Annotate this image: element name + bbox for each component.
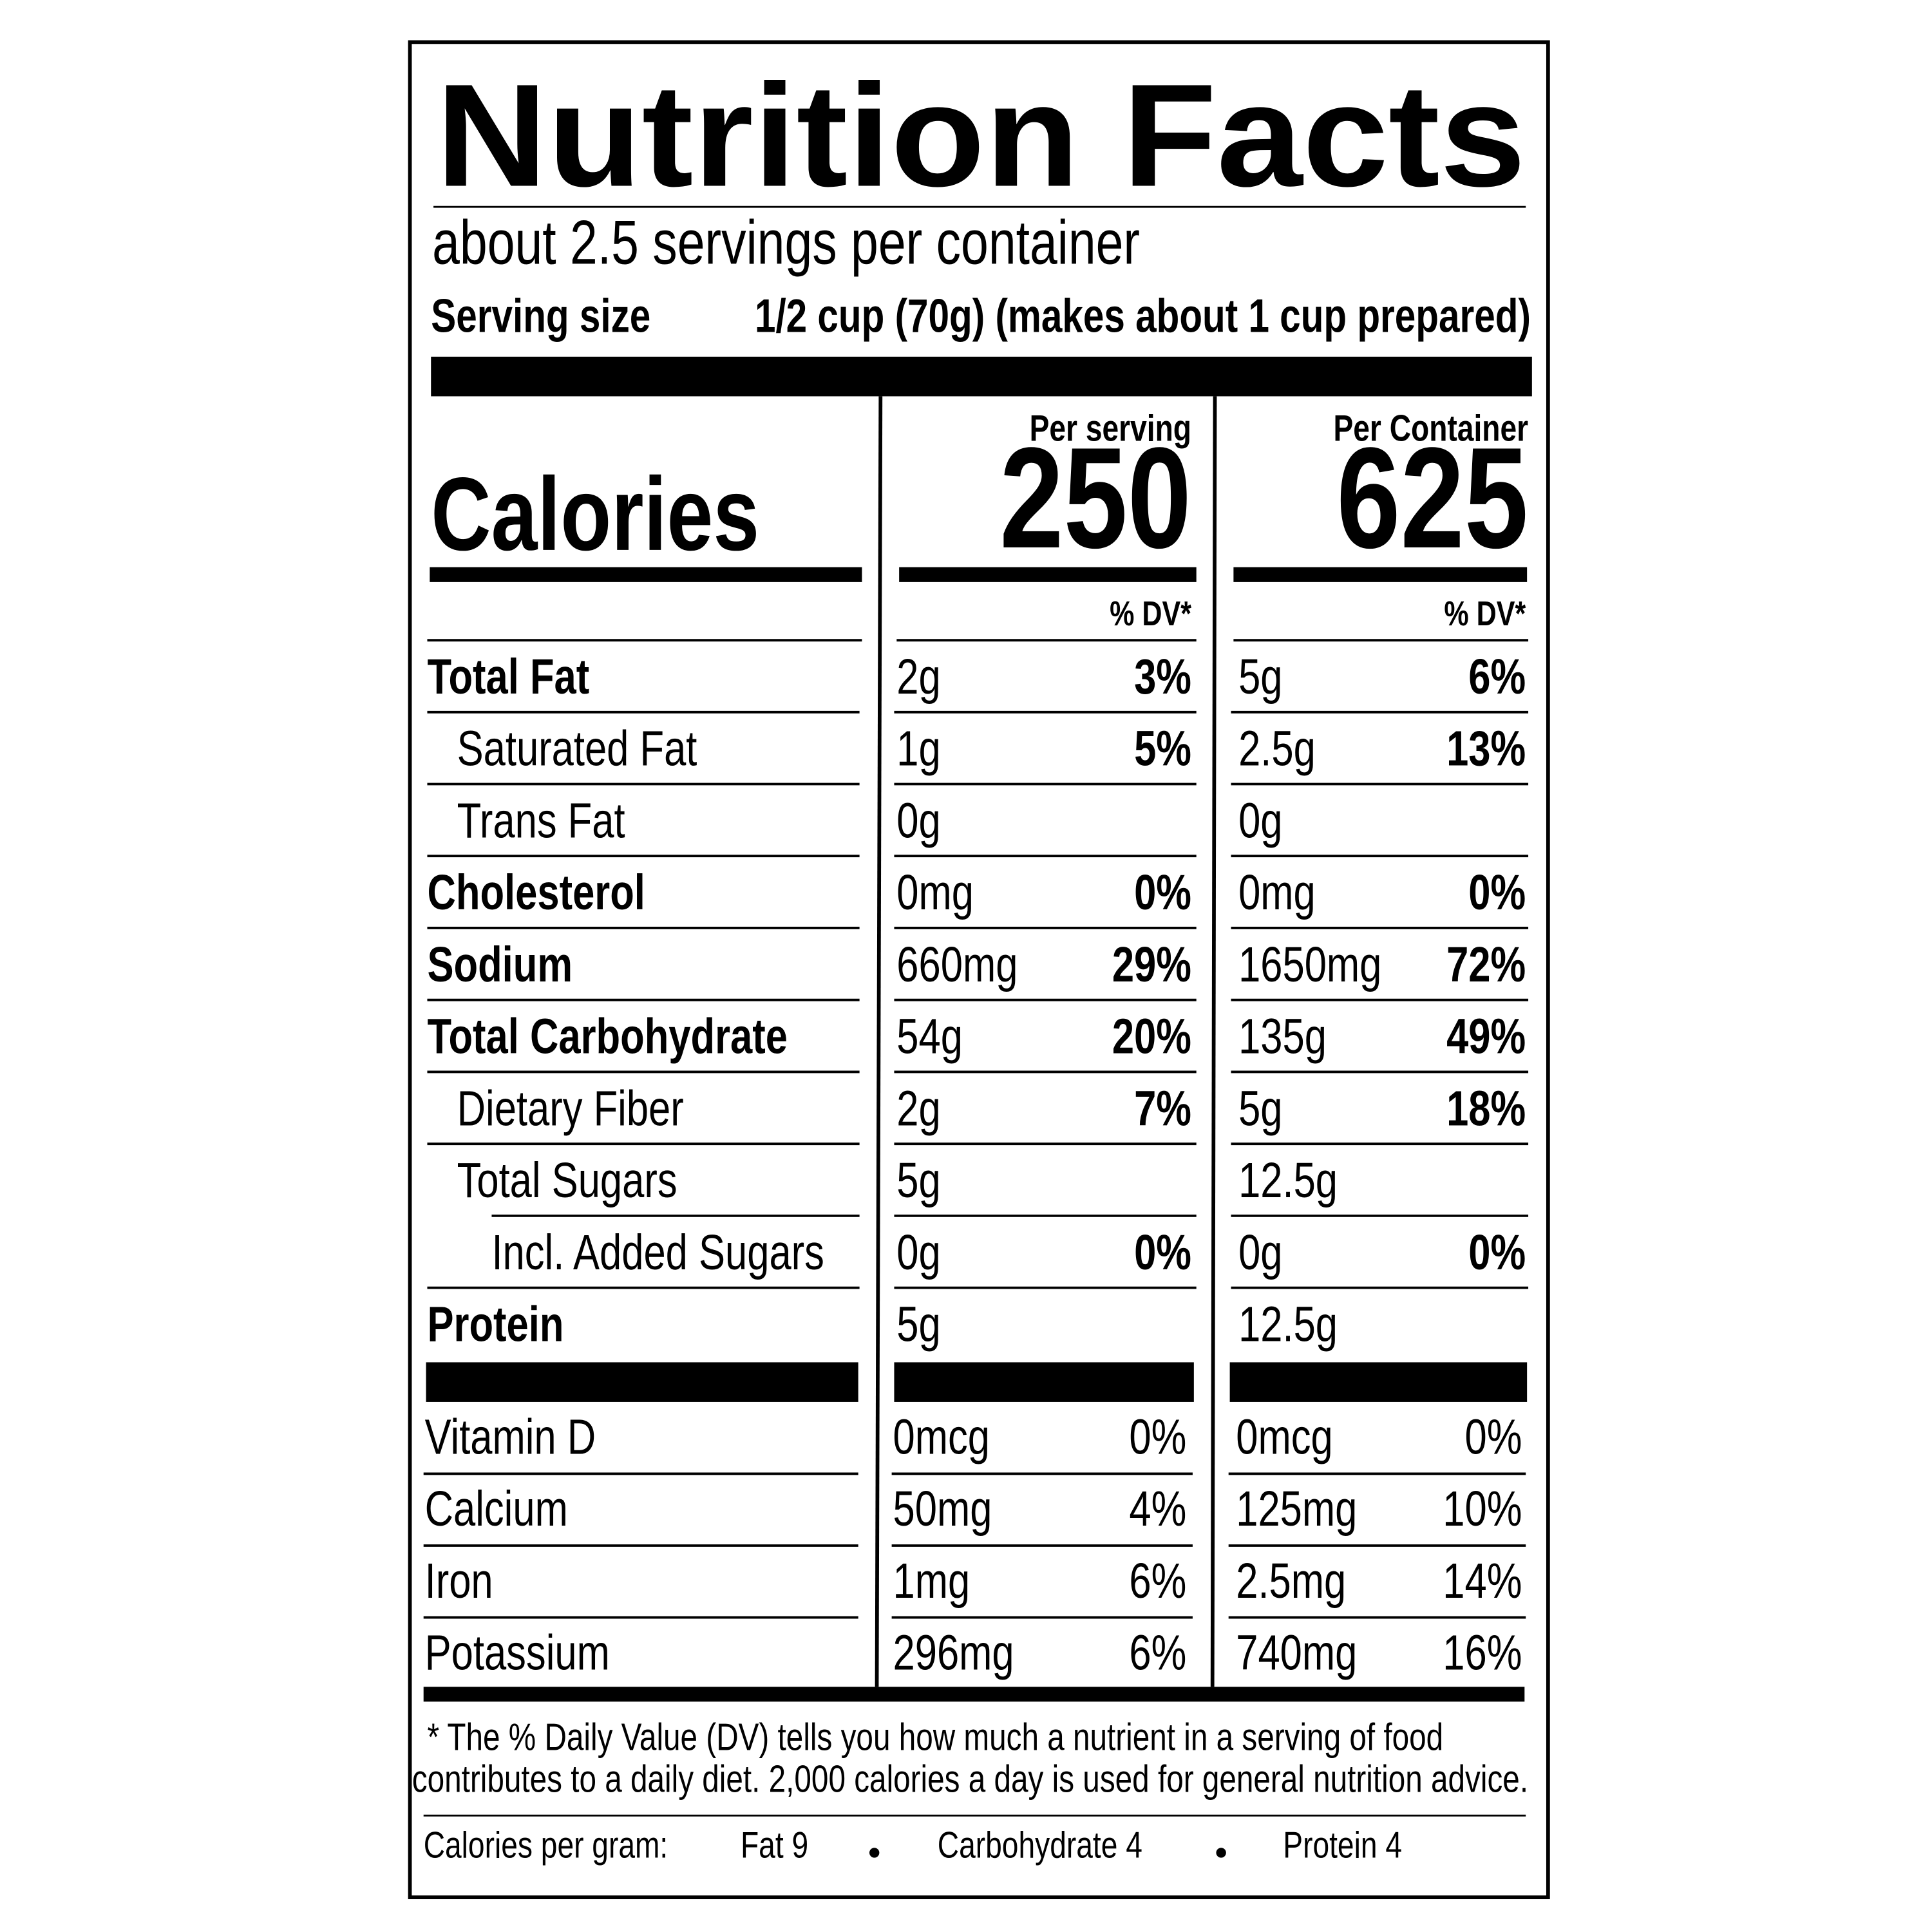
dv-header: % DV* <box>1444 595 1526 634</box>
container-amount: 0mcg <box>1236 1409 1332 1464</box>
bullet <box>1216 1848 1226 1858</box>
medium-bar <box>430 567 862 582</box>
serving-dv: 0% <box>1134 865 1191 920</box>
container-dv: 10% <box>1443 1481 1522 1537</box>
nutrient-name: Dietary Fiber <box>457 1081 684 1136</box>
container-amount: 1650mg <box>1238 936 1381 992</box>
calories-per-gram-item: Protein 4 <box>1283 1825 1402 1866</box>
serving-dv: 6% <box>1129 1625 1186 1680</box>
serving-amount: 0mcg <box>893 1409 990 1464</box>
serving-dv: 6% <box>1129 1553 1186 1608</box>
serving-amount: 5g <box>896 1152 940 1208</box>
calories-per-gram-item: Carbohydrate 4 <box>938 1825 1142 1866</box>
medium-bar <box>1233 567 1528 582</box>
container-dv: 0% <box>1465 1409 1522 1464</box>
container-dv: 14% <box>1443 1553 1522 1608</box>
serving-dv: 29% <box>1112 936 1191 992</box>
per-serving-header: Per serving <box>1030 408 1191 450</box>
column-divider <box>1210 396 1217 1687</box>
footnote: contributes to a daily diet. 2,000 calor… <box>412 1758 1528 1801</box>
container-amount: 0g <box>1238 793 1282 848</box>
serving-amount: 2g <box>896 1081 940 1136</box>
container-amount: 0mg <box>1238 865 1316 920</box>
container-dv: 13% <box>1446 721 1526 776</box>
label-border <box>408 40 1550 1900</box>
serving-amount: 0g <box>896 1224 940 1280</box>
container-amount: 0g <box>1238 1224 1282 1280</box>
thick-bar <box>894 1362 1194 1402</box>
container-dv: 16% <box>1443 1625 1522 1680</box>
title: Nutrition Facts <box>436 54 1526 217</box>
calories-label: Calories <box>431 456 759 572</box>
servings: about 2.5 servings per container <box>432 208 1140 277</box>
thick-bar <box>426 1362 858 1402</box>
serving-amount: 0g <box>896 793 940 848</box>
serving-amount: 1mg <box>893 1553 971 1608</box>
container-amount: 125mg <box>1236 1481 1357 1537</box>
thick-bar <box>431 356 1532 397</box>
container-amount: 2.5g <box>1238 721 1316 776</box>
serving-dv: 0% <box>1129 1409 1186 1464</box>
medium-bar <box>899 567 1197 582</box>
calories-per-container: 625 <box>1336 417 1528 578</box>
serving-size-value: 1/2 cup (70g) (makes about 1 cup prepare… <box>755 290 1531 343</box>
container-dv: 72% <box>1446 936 1526 992</box>
serving-dv: 3% <box>1134 649 1191 704</box>
serving-amount: 50mg <box>893 1481 992 1537</box>
calories-per-gram-item: Fat 9 <box>741 1825 808 1866</box>
container-amount: 12.5g <box>1238 1296 1338 1352</box>
nutrient-name: Trans Fat <box>457 793 625 848</box>
vitamin-name: Calcium <box>425 1481 568 1537</box>
dv-header: % DV* <box>1110 595 1191 634</box>
serving-dv: 7% <box>1134 1081 1191 1136</box>
serving-dv: 20% <box>1112 1009 1191 1064</box>
serving-amount: 0mg <box>896 865 974 920</box>
container-dv: 0% <box>1468 865 1526 920</box>
nutrient-name: Incl. Added Sugars <box>491 1224 824 1280</box>
footnote: * The % Daily Value (DV) tells you how m… <box>427 1716 1443 1758</box>
nutrient-name: Protein <box>427 1296 564 1352</box>
nutrient-name: Total Carbohydrate <box>427 1009 787 1064</box>
serving-dv: 5% <box>1134 721 1191 776</box>
vitamin-name: Vitamin D <box>425 1409 596 1464</box>
serving-amount: 660mg <box>896 936 1018 992</box>
container-dv: 0% <box>1468 1224 1526 1280</box>
calories-per-gram-label: Calories per gram: <box>424 1825 668 1866</box>
bottom-bar <box>423 1687 1525 1702</box>
serving-size-label: Serving size <box>431 290 650 343</box>
calories-per-serving: 250 <box>999 417 1191 578</box>
serving-dv: 4% <box>1129 1481 1186 1537</box>
serving-amount: 1g <box>896 721 940 776</box>
serving-amount: 5g <box>896 1296 940 1352</box>
nutrient-name: Saturated Fat <box>457 721 697 776</box>
serving-amount: 54g <box>896 1009 963 1064</box>
container-amount: 5g <box>1238 1081 1282 1136</box>
container-dv: 18% <box>1446 1081 1526 1136</box>
serving-amount: 2g <box>896 649 940 704</box>
column-divider <box>875 396 883 1687</box>
container-amount: 12.5g <box>1238 1152 1338 1208</box>
nutrient-name: Sodium <box>427 936 573 992</box>
nutrient-name: Cholesterol <box>427 865 645 920</box>
serving-amount: 296mg <box>893 1625 1014 1680</box>
container-amount: 5g <box>1238 649 1282 704</box>
nutrient-name: Total Fat <box>427 649 589 704</box>
bullet <box>869 1848 880 1858</box>
serving-dv: 0% <box>1134 1224 1191 1280</box>
vitamin-name: Iron <box>425 1553 493 1608</box>
nutrient-name: Total Sugars <box>457 1152 677 1208</box>
per-container-header: Per Container <box>1333 408 1528 450</box>
container-amount: 2.5mg <box>1236 1553 1346 1608</box>
container-amount: 740mg <box>1236 1625 1357 1680</box>
vitamin-name: Potassium <box>425 1625 610 1680</box>
thick-bar <box>1229 1362 1528 1402</box>
container-dv: 49% <box>1446 1009 1526 1064</box>
container-dv: 6% <box>1468 649 1526 704</box>
container-amount: 135g <box>1238 1009 1327 1064</box>
